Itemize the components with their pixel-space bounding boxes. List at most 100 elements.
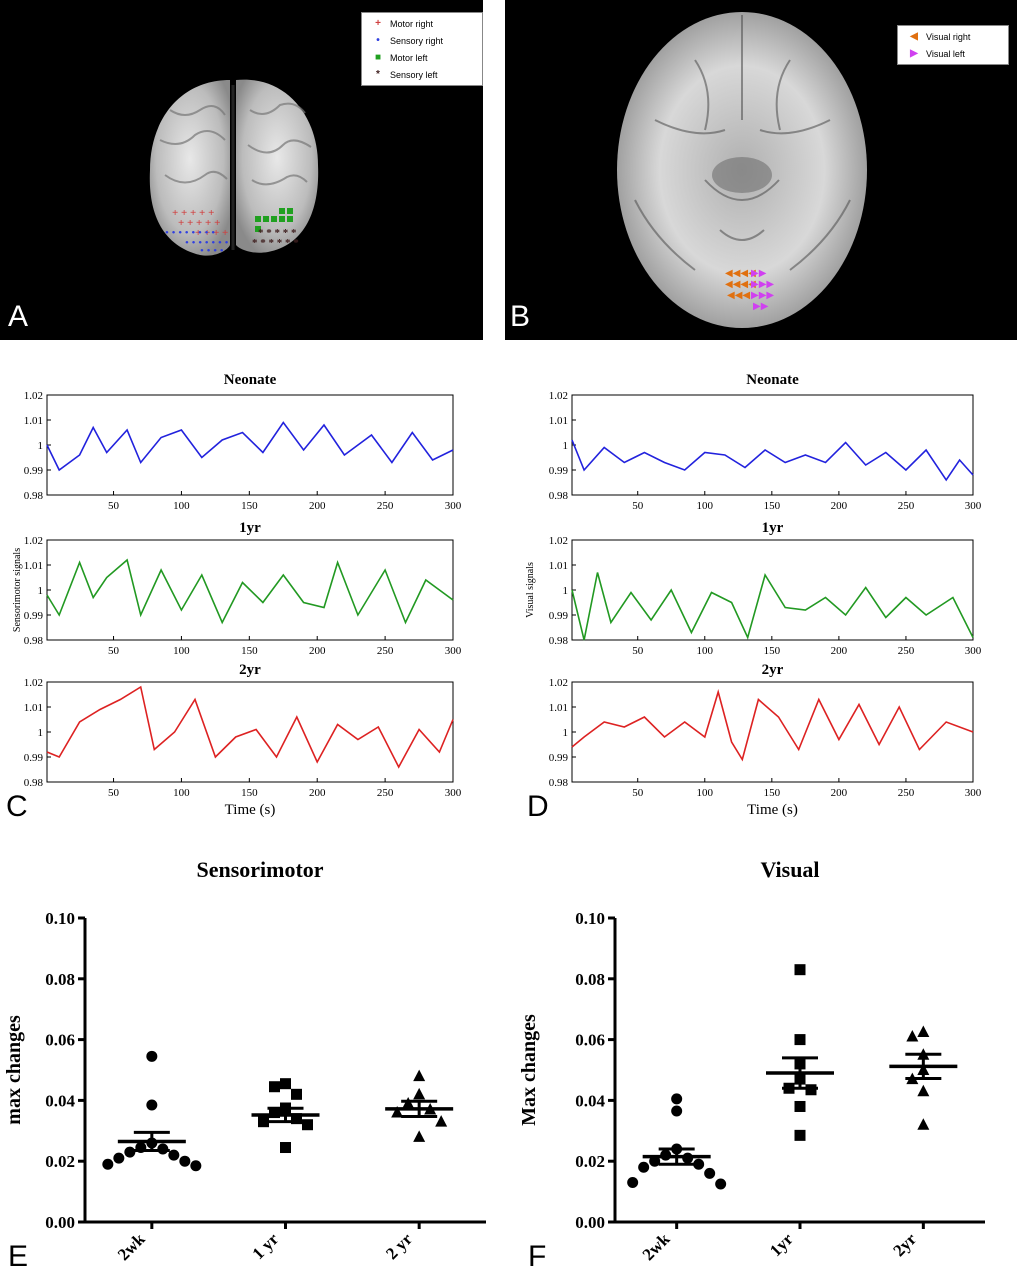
series-line-1yr [571, 572, 974, 641]
x-tick-label: 150 [764, 500, 781, 512]
y-tick-label: 0.99 [549, 752, 569, 764]
y-tick-label: 0.99 [549, 610, 569, 622]
data-point-square [805, 1084, 817, 1096]
brain-b-roi-markers: ◀◀◀◀ ◀◀◀◀ ◀◀◀ ▶▶ ▶▶▶ ▶▶▶ ▶▶ [725, 268, 774, 312]
y-tick-label: 0.98 [24, 777, 44, 789]
y-tick-label: 1.01 [24, 702, 43, 714]
legend-a-label: Motor right [390, 18, 434, 29]
data-point-circle [627, 1176, 639, 1188]
svg-text:• • • • • • •: • • • • • • • [185, 237, 229, 249]
chart-title: Sensorimotor [196, 857, 323, 882]
svg-text:* * * * * *: * * * * * * [252, 237, 299, 249]
legend-a-symbol-3: * [376, 69, 380, 80]
y-tick-label: 0.99 [24, 465, 44, 477]
y-tick-label: 1 [563, 585, 569, 597]
svg-text:◀◀◀◀: ◀◀◀◀ [725, 279, 756, 290]
data-point-circle [649, 1155, 661, 1167]
y-tick-label: 1 [563, 727, 569, 739]
x-tick-label: 150 [764, 645, 781, 657]
y-tick-label: 0.98 [549, 490, 569, 502]
data-point-circle [179, 1155, 191, 1167]
legend-b-label: Visual left [926, 48, 965, 59]
data-point-circle [715, 1178, 727, 1190]
data-point-circle [638, 1161, 650, 1173]
series-line-2yr [571, 689, 974, 762]
data-point-circle [671, 1093, 683, 1105]
y-tick-label: 0.04 [45, 1091, 75, 1110]
legend-a-item: + Motor right [366, 15, 478, 32]
y-tick-label: 0.06 [45, 1031, 75, 1050]
y-tick-label: 0.98 [549, 635, 569, 647]
y-axis-label: Visual signals [525, 562, 536, 618]
x-tick-label: 200 [309, 645, 326, 657]
x-tick-label: 150 [241, 787, 258, 799]
y-tick-label: 1 [38, 585, 44, 597]
x-tick-label: 200 [309, 500, 326, 512]
svg-text:◀◀◀◀: ◀◀◀◀ [725, 268, 756, 279]
legend-a-item: ■ Motor left [366, 49, 478, 66]
data-point-circle [157, 1143, 169, 1155]
data-point-circle [704, 1167, 716, 1179]
x-tick-label: 100 [173, 787, 190, 799]
svg-text:▶▶▶: ▶▶▶ [751, 290, 774, 301]
y-tick-label: 1.02 [24, 535, 43, 547]
x-tick-label: 150 [241, 500, 258, 512]
y-tick-label: 0.98 [24, 490, 44, 502]
series-line-neonate [571, 439, 974, 482]
panel-label-f: F [528, 1240, 547, 1273]
data-point-square [794, 1129, 806, 1141]
subplot-title: 2yr [762, 662, 784, 678]
svg-text:* * * * *: * * * * * [258, 227, 297, 239]
x-axis-label: Time (s) [747, 802, 798, 818]
x-tick-label: 50 [108, 500, 120, 512]
legend-b: ◀ Visual right ▶ Visual left [897, 25, 1009, 65]
subplot-title: 1yr [239, 520, 261, 536]
data-point-triangle [917, 1118, 930, 1130]
data-point-triangle [391, 1106, 404, 1118]
panel-b-brain-image: ◀◀◀◀ ◀◀◀◀ ◀◀◀ ▶▶ ▶▶▶ ▶▶▶ ▶▶ ◀ Visual righ… [505, 0, 1017, 340]
panel-e-sensorimotor-scatter: Sensorimotor 0.00 0.02 0.04 0.06 0.08 0.10 max … [3, 857, 486, 1264]
data-point-triangle [435, 1115, 448, 1127]
y-tick-label: 1 [38, 440, 44, 452]
plot-frame [46, 394, 454, 496]
data-point-square [291, 1088, 302, 1100]
data-point-circle [146, 1099, 158, 1111]
y-tick-label: 0.06 [575, 1031, 605, 1050]
data-point-triangle [917, 1025, 930, 1037]
x-tick-label: 250 [898, 787, 915, 799]
panel-f-visual-scatter: Visual 0.00 0.02 0.04 0.06 0.08 0.10 Max change… [518, 857, 985, 1264]
brain-a-graphic [149, 79, 319, 256]
legend-a-symbol-0: + [375, 18, 381, 29]
x-tick-label: 50 [108, 787, 120, 799]
y-tick-label: 0.04 [575, 1091, 605, 1110]
legend-b-label: Visual right [926, 31, 971, 42]
y-tick-label: 1.02 [549, 677, 568, 689]
x-tick-label: 200 [831, 500, 848, 512]
y-axis-label: Sensorimotor signals [12, 548, 23, 632]
x-tick-label: 250 [898, 500, 915, 512]
x-tick-label: 100 [697, 787, 714, 799]
x-tick-label: 50 [108, 645, 120, 657]
x-tick-label: 1 yr [249, 1229, 283, 1263]
svg-text:• • • • • • • •: • • • • • • • • [165, 227, 215, 239]
panel-label-e: E [8, 1240, 29, 1273]
plot-frame [571, 681, 974, 783]
legend-b-symbol-1: ▶ [910, 48, 918, 59]
x-tick-label: 2wk [639, 1229, 674, 1264]
x-tick-label: 2wk [114, 1229, 149, 1264]
panel-a-brain-image: + + + + + + + + + + + + + + • • • • • • … [0, 0, 483, 340]
data-point-square [269, 1107, 280, 1119]
data-point-square [302, 1119, 313, 1131]
y-tick-label: 0.98 [549, 777, 569, 789]
brain-b-graphic [617, 12, 867, 328]
plot-frame [571, 394, 974, 496]
y-tick-label: 1.01 [24, 560, 43, 572]
data-point-circle [190, 1160, 202, 1172]
x-tick-label: 300 [445, 500, 462, 512]
x-tick-label: 300 [445, 787, 462, 799]
data-point-circle [168, 1149, 180, 1161]
x-tick-label: 2 yr [382, 1229, 416, 1263]
panel-label-a: A [8, 300, 29, 333]
y-tick-label: 1.01 [549, 415, 568, 427]
